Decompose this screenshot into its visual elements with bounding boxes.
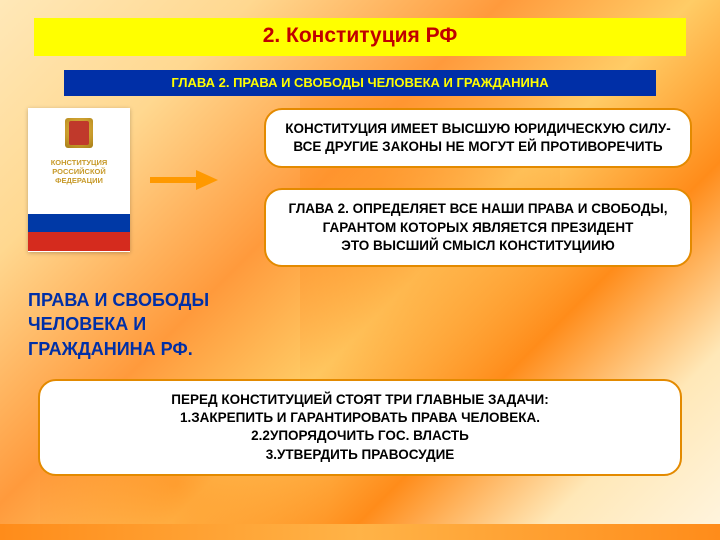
emblem-icon [65, 118, 93, 148]
title-band: 2. Конституция РФ [34, 18, 686, 56]
flag-icon [28, 195, 130, 251]
right-column: КОНСТИТУЦИЯ ИМЕЕТ ВЫСШУЮ ЮРИДИЧЕСКУЮ СИЛ… [264, 108, 692, 267]
footer-bar [0, 524, 720, 540]
left-column: КОНСТИТУЦИЯ РОССИЙСКОЙ ФЕДЕРАЦИИ ПРАВА И… [28, 108, 246, 361]
slide-subtitle: ГЛАВА 2. ПРАВА И СВОБОДЫ ЧЕЛОВЕКА И ГРАЖ… [171, 75, 548, 90]
book-arrow-row: КОНСТИТУЦИЯ РОССИЙСКОЙ ФЕДЕРАЦИИ [28, 108, 220, 252]
arrow-icon [150, 170, 220, 190]
rights-caption: ПРАВА И СВОБОДЫ ЧЕЛОВЕКА И ГРАЖДАНИНА РФ… [28, 288, 246, 361]
bubble-top: КОНСТИТУЦИЯ ИМЕЕТ ВЫСШУЮ ЮРИДИЧЕСКУЮ СИЛ… [264, 108, 692, 168]
bubble-bottom: ПЕРЕД КОНСТИТУЦИЕЙ СТОЯТ ТРИ ГЛАВНЫЕ ЗАД… [38, 379, 682, 476]
slide-canvas: 2. Конституция РФ ГЛАВА 2. ПРАВА И СВОБО… [0, 0, 720, 540]
bubble-middle: ГЛАВА 2. ОПРЕДЕЛЯЕТ ВСЕ НАШИ ПРАВА И СВО… [264, 188, 692, 267]
subtitle-band: ГЛАВА 2. ПРАВА И СВОБОДЫ ЧЕЛОВЕКА И ГРАЖ… [64, 70, 656, 96]
book-label: КОНСТИТУЦИЯ РОССИЙСКОЙ ФЕДЕРАЦИИ [51, 158, 108, 185]
middle-row: КОНСТИТУЦИЯ РОССИЙСКОЙ ФЕДЕРАЦИИ ПРАВА И… [28, 108, 692, 361]
slide-title: 2. Конституция РФ [34, 24, 686, 48]
constitution-book: КОНСТИТУЦИЯ РОССИЙСКОЙ ФЕДЕРАЦИИ [28, 108, 130, 252]
